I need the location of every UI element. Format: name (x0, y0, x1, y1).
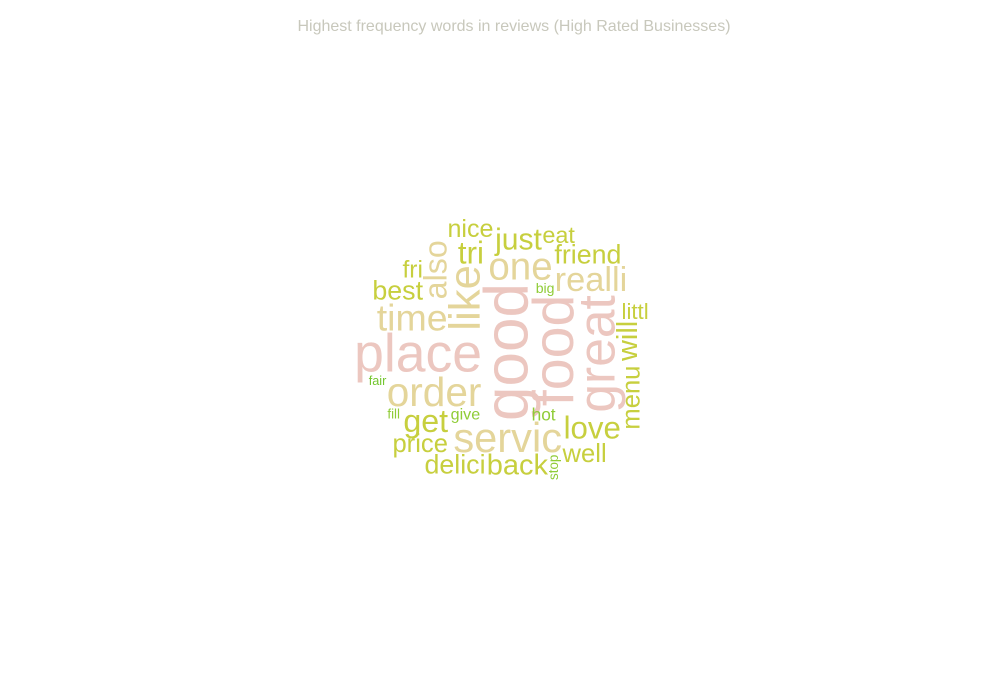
word-well: well (562, 440, 607, 468)
word-one: one (488, 245, 552, 288)
word-littl: littl (622, 299, 649, 324)
word-time: time (377, 296, 448, 338)
word-realli: realli (555, 261, 628, 299)
chart-title: Highest frequency words in reviews (High… (297, 18, 731, 35)
word-hot: hot (532, 404, 556, 424)
word-like: like (442, 265, 490, 330)
word-best: best (372, 276, 423, 306)
word-big: big (536, 280, 555, 296)
word-menu: menu (618, 366, 646, 430)
word-price: price (392, 430, 447, 458)
word-will: will (612, 321, 644, 362)
word-great: great (567, 295, 625, 412)
word-place: place (354, 325, 482, 384)
word-fri: fri (402, 256, 422, 283)
word-good: good (473, 283, 542, 421)
word-love: love (564, 411, 621, 446)
word-give: give (451, 406, 481, 424)
word-fill: fill (387, 407, 400, 422)
word-fair: fair (369, 374, 387, 388)
word-stop: stop (546, 455, 561, 480)
word-get: get (403, 403, 448, 439)
word-just: just (494, 224, 542, 257)
word-friend: friend (554, 240, 621, 270)
word-back: back (487, 449, 549, 481)
word-order: order (387, 369, 482, 415)
word-tri: tri (458, 235, 484, 270)
word-also: also (418, 240, 454, 299)
word-servic: servic (453, 414, 562, 461)
word-eat: eat (542, 222, 575, 248)
word-nice: nice (447, 215, 493, 243)
word-food: food (522, 295, 586, 407)
word-delici: delici (424, 450, 485, 480)
